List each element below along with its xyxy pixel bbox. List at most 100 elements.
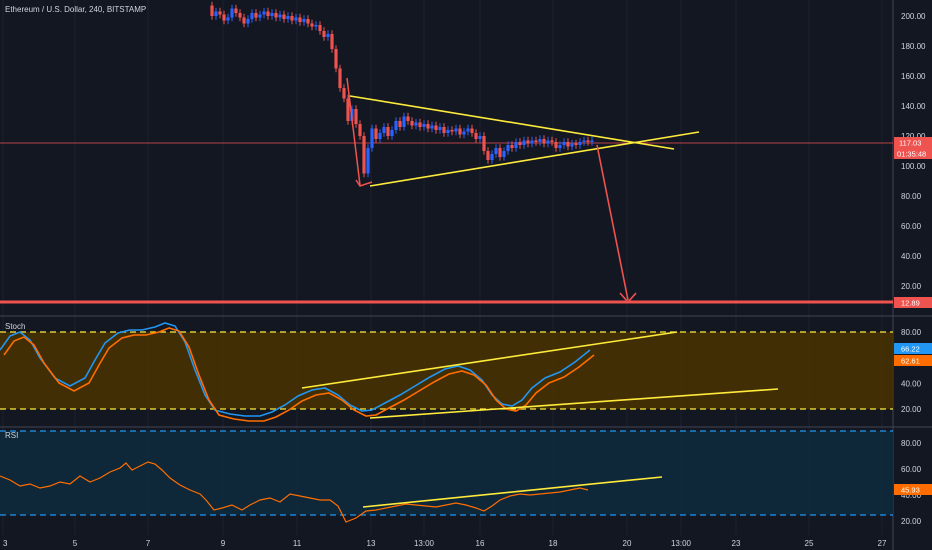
rsi-tick-label: 60.00 (901, 465, 922, 474)
y-tick-label: 120.00 (901, 132, 926, 141)
drop-arrow-line (346, 77, 361, 186)
x-tick-label: 23 (732, 539, 741, 548)
candle-body (382, 127, 386, 133)
x-tick-label: 9 (221, 539, 226, 548)
stoch-tick-label: 80.00 (901, 328, 922, 337)
candle-body (490, 154, 494, 160)
candle-body (326, 34, 330, 37)
x-tick-label: 3 (3, 539, 8, 548)
rsi-tick-label: 40.00 (901, 491, 922, 500)
candle-body (330, 34, 334, 49)
candle-body (242, 17, 246, 24)
candle-body (434, 125, 438, 130)
candle-body (578, 142, 582, 145)
candle-body (398, 121, 402, 127)
candle-body (354, 109, 358, 124)
candle-body (542, 139, 546, 144)
x-tick-label: 5 (73, 539, 78, 548)
chart-title: Ethereum / U.S. Dollar, 240, BITSTAMP (5, 5, 146, 14)
x-tick-label: 16 (476, 539, 485, 548)
rsi-tick-label: 80.00 (901, 439, 922, 448)
stoch-upper-trendline[interactable] (301, 331, 678, 389)
candle-body (498, 148, 502, 157)
time-axis[interactable]: 3 5 7 9 11 13 13:00 16 18 20 13:00 23 25 27 (3, 539, 887, 548)
rsi-band (0, 431, 893, 515)
candle-body (474, 133, 478, 139)
rsi-value-box: 45.93 (894, 484, 932, 495)
candle-body (414, 122, 418, 126)
candle-body (234, 8, 238, 13)
candle-body (446, 130, 450, 133)
candle-body (466, 128, 470, 132)
candle-body (370, 128, 374, 148)
candle-body (386, 127, 390, 136)
candle-body (418, 122, 422, 127)
x-tick-label: 13:00 (414, 539, 435, 548)
candle-body (278, 14, 282, 18)
candle-body (306, 19, 310, 24)
candle-body (506, 145, 510, 151)
candle-body (238, 13, 242, 18)
candle-body (218, 11, 222, 15)
stoch-axis[interactable]: 80.00 40.00 20.00 (901, 328, 922, 414)
candle-body (262, 11, 266, 15)
rsi-tick-label: 20.00 (901, 517, 922, 526)
candle-body (318, 25, 322, 31)
candle-body (574, 143, 578, 145)
candle-body (586, 140, 590, 142)
candle-body (346, 98, 350, 121)
stoch-band (0, 332, 893, 409)
candle-body (374, 128, 378, 139)
x-tick-label: 13 (367, 539, 376, 548)
candle-body (478, 136, 482, 139)
candle-body (442, 127, 446, 133)
candle-body (282, 14, 286, 19)
candle-body (534, 140, 538, 142)
rsi-axis[interactable]: 80.00 60.00 40.00 20.00 (901, 439, 922, 526)
target-price-box: 12.89 (894, 297, 932, 308)
candle-body (526, 140, 530, 144)
rsi-trendline[interactable] (362, 476, 663, 508)
stoch-lower-trendline[interactable] (369, 388, 779, 419)
candle-body (558, 145, 562, 148)
candle-body (554, 142, 558, 148)
main-price-axis[interactable]: 200.00 180.00 160.00 140.00 120.00 100.00 80.0… (901, 12, 926, 291)
candle-body (362, 136, 366, 174)
candlestick-series (210, 1, 594, 178)
candle-body (286, 16, 290, 19)
rsi-title: RSI (5, 431, 18, 440)
candle-body (510, 145, 514, 148)
stoch-value-boxes: 66.22 62.61 (894, 343, 932, 366)
candle-body (266, 11, 270, 16)
x-tick-label: 27 (878, 539, 887, 548)
candle-body (254, 13, 258, 18)
candle-body (310, 23, 314, 27)
y-tick-label: 100.00 (901, 162, 926, 171)
y-tick-label: 40.00 (901, 252, 922, 261)
y-tick-label: 140.00 (901, 102, 926, 111)
candle-body (378, 133, 382, 139)
candle-body (426, 124, 430, 129)
countdown-label: 01:35:48 (897, 150, 926, 159)
candle-body (322, 31, 326, 37)
candle-body (366, 148, 370, 174)
candle-body (470, 128, 474, 133)
candle-body (402, 116, 406, 127)
candle-body (450, 130, 454, 132)
x-tick-label: 11 (293, 539, 302, 548)
candle-body (334, 49, 338, 69)
candle-body (338, 68, 342, 88)
candle-body (406, 116, 410, 121)
candle-body (562, 142, 566, 145)
x-tick-label: 20 (623, 539, 632, 548)
last-price-box: 117.03 01:35:48 (894, 137, 932, 159)
candle-body (566, 142, 570, 147)
triangle-lower-trendline[interactable] (369, 131, 700, 187)
candle-body (246, 19, 250, 24)
stoch-k-value: 66.22 (901, 345, 920, 354)
triangle-upper-trendline[interactable] (349, 95, 675, 150)
candle-body (494, 148, 498, 154)
candle-body (518, 142, 522, 145)
drop-arrow-head (355, 179, 373, 187)
